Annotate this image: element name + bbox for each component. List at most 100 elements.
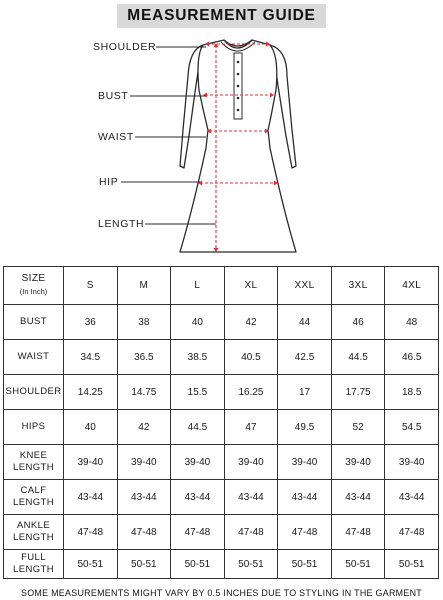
- measurement-value-cell: 39-40: [116, 444, 172, 480]
- measurement-value-cell: 42: [223, 304, 279, 340]
- size-column-header: XL: [223, 266, 279, 305]
- measurement-value-cell: 50-51: [330, 549, 386, 579]
- measurement-value-cell: 17.75: [330, 374, 386, 410]
- measurement-label-line1: BUST: [20, 316, 47, 327]
- measurement-label-line1: WAIST: [17, 351, 50, 362]
- measurement-label-cell: KNEE LENGTH: [3, 444, 64, 480]
- measurement-value-cell: 48: [384, 304, 439, 340]
- measurement-value-cell: 44: [277, 304, 332, 340]
- measurement-label-line1: CALF: [20, 485, 47, 496]
- garment-diagram: SHOULDER BUST WAIST HIP LENGTH: [0, 30, 443, 262]
- measurement-value-cell: 40.5: [223, 339, 279, 375]
- label-shoulder: SHOULDER: [93, 41, 157, 53]
- measurement-value-cell: 44.5: [330, 339, 386, 375]
- measurement-value-cell: 39-40: [223, 444, 279, 480]
- table-row: WAIST 34.5 36.5 38.5 40.5 42.5 44.5 46.5: [3, 339, 439, 375]
- size-header-label: SIZE: [21, 273, 46, 284]
- measurement-label-cell: BUST: [3, 304, 64, 340]
- label-waist: WAIST: [98, 131, 134, 143]
- measurement-value-cell: 47-48: [384, 514, 439, 550]
- measurement-label-line1: KNEE: [19, 450, 48, 461]
- table-header-row: SIZE (In Inch) S M L XL XXL 3XL 4XL: [3, 266, 439, 305]
- measurement-label-cell: SHOULDER: [3, 374, 64, 410]
- measurement-value-cell: 49.5: [277, 409, 332, 445]
- measurement-value-cell: 38: [116, 304, 172, 340]
- measurement-value-cell: 47-48: [63, 514, 118, 550]
- table-row: BUST 36 38 40 42 44 46 48: [3, 304, 439, 340]
- measurement-value-cell: 43-44: [384, 479, 439, 515]
- measurement-value-cell: 47-48: [116, 514, 172, 550]
- measurement-value-cell: 46: [330, 304, 386, 340]
- size-column-header: 4XL: [384, 266, 439, 305]
- measurement-label-line2: LENGTH: [13, 564, 54, 575]
- measurement-value-cell: 50-51: [63, 549, 118, 579]
- table-row: FULL LENGTH 50-51 50-51 50-51 50-51 50-51 50-51…: [3, 549, 439, 579]
- size-unit-label: (In Inch): [19, 287, 48, 296]
- measurement-value-cell: 52: [330, 409, 386, 445]
- measurement-value-cell: 36: [63, 304, 118, 340]
- measurement-value-cell: 40: [63, 409, 118, 445]
- table-row: CALF LENGTH 43-44 43-44 43-44 43-44 43-44 43-44…: [3, 479, 439, 515]
- table-row: ANKLE LENGTH 47-48 47-48 47-48 47-48 47-48 47-4…: [3, 514, 439, 550]
- measurement-value-cell: 14.75: [116, 374, 172, 410]
- measurement-label-line1: ANKLE: [16, 520, 51, 531]
- dress-illustration: [121, 39, 297, 253]
- table-row: KNEE LENGTH 39-40 39-40 39-40 39-40 39-40 39-40…: [3, 444, 439, 480]
- measurement-value-cell: 47-48: [277, 514, 332, 550]
- measurement-value-cell: 43-44: [330, 479, 386, 515]
- measurement-value-cell: 15.5: [170, 374, 225, 410]
- measurement-value-cell: 14.25: [63, 374, 118, 410]
- measurement-value-cell: 18.5: [384, 374, 439, 410]
- table-row: HIPS 40 42 44.5 47 49.5 52 54.5: [3, 409, 439, 445]
- measurement-value-cell: 36.5: [116, 339, 172, 375]
- measurement-label-line1: HIPS: [21, 421, 46, 432]
- measurement-value-cell: 39-40: [63, 444, 118, 480]
- measurement-value-cell: 43-44: [170, 479, 225, 515]
- measurement-value-cell: 44.5: [170, 409, 225, 445]
- measurement-value-cell: 47-48: [170, 514, 225, 550]
- measurement-label-cell: CALF LENGTH: [3, 479, 64, 515]
- measurement-value-cell: 39-40: [330, 444, 386, 480]
- size-column-header: 3XL: [330, 266, 386, 305]
- size-chart-body: SIZE (In Inch) S M L XL XXL 3XL 4XL BUST 36 38 40 42 4…: [3, 266, 439, 579]
- measurement-value-cell: 16.25: [223, 374, 279, 410]
- size-column-header: S: [63, 266, 118, 305]
- measurement-label-line2: LENGTH: [13, 462, 54, 473]
- size-column-header: XXL: [277, 266, 332, 305]
- measurement-value-cell: 43-44: [277, 479, 332, 515]
- measurement-value-cell: 54.5: [384, 409, 439, 445]
- table-row: SHOULDER 14.25 14.75 15.5 16.25 17 17.75 18.5: [3, 374, 439, 410]
- measurement-label-line1: SHOULDER: [5, 386, 62, 397]
- measurement-value-cell: 50-51: [170, 549, 225, 579]
- measurement-label-line2: LENGTH: [13, 497, 54, 508]
- measurement-value-cell: 47: [223, 409, 279, 445]
- measurement-value-cell: 39-40: [277, 444, 332, 480]
- measurement-value-cell: 38.5: [170, 339, 225, 375]
- size-header-cell: SIZE (In Inch): [3, 266, 64, 305]
- measurement-label-cell: FULL LENGTH: [3, 549, 64, 579]
- footnote: SOME MEASUREMENTS MIGHT VARY BY 0.5 INCH…: [21, 588, 422, 598]
- measurement-value-cell: 40: [170, 304, 225, 340]
- measurement-value-cell: 47-48: [223, 514, 279, 550]
- measurement-value-cell: 17: [277, 374, 332, 410]
- measurement-value-cell: 43-44: [116, 479, 172, 515]
- measurement-value-cell: 50-51: [277, 549, 332, 579]
- measurement-value-cell: 46.5: [384, 339, 439, 375]
- measurement-label-cell: ANKLE LENGTH: [3, 514, 64, 550]
- measurement-label-cell: HIPS: [3, 409, 64, 445]
- measurement-value-cell: 39-40: [170, 444, 225, 480]
- label-hip: HIP: [99, 176, 119, 188]
- label-bust: BUST: [98, 90, 129, 102]
- measurement-value-cell: 47-48: [330, 514, 386, 550]
- measurement-label-cell: WAIST: [3, 339, 64, 375]
- measurement-label-line2: LENGTH: [13, 532, 54, 543]
- size-chart-table: SIZE (In Inch) S M L XL XXL 3XL 4XL BUST 36 38 40 42 4…: [3, 266, 439, 579]
- page-title: MEASUREMENT GUIDE: [117, 4, 326, 28]
- size-column-header: L: [170, 266, 225, 305]
- measurement-value-cell: 50-51: [223, 549, 279, 579]
- measurement-value-cell: 39-40: [384, 444, 439, 480]
- measurement-label-line1: FULL: [21, 552, 46, 563]
- measurement-value-cell: 42.5: [277, 339, 332, 375]
- measurement-value-cell: 43-44: [63, 479, 118, 515]
- measurement-value-cell: 50-51: [384, 549, 439, 579]
